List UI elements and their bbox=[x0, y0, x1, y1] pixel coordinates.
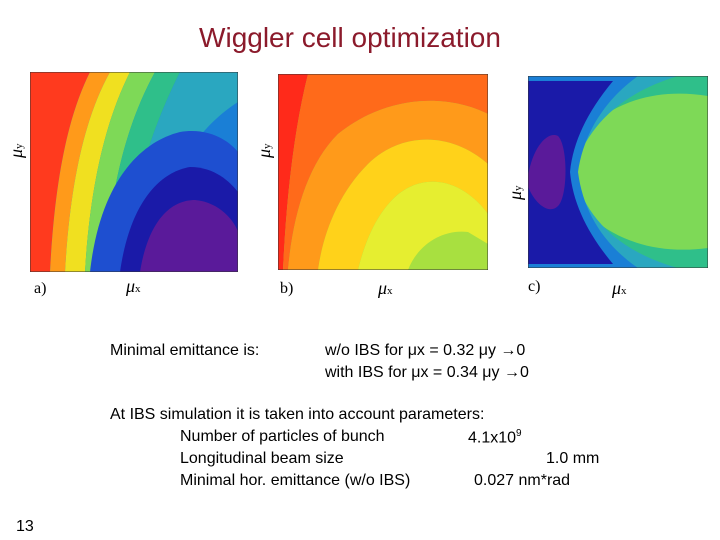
param-value-3: 0.027 nm*rad bbox=[474, 472, 571, 489]
page-number: 13 bbox=[16, 518, 34, 535]
panel-label-c: c) bbox=[528, 278, 541, 295]
result-line-1: w/o IBS for μx = 0.32 μy →0 bbox=[325, 342, 526, 359]
param-value-1: 4.1x109 bbox=[468, 428, 522, 447]
contour-plot-c bbox=[528, 76, 708, 268]
panel-label-a: a) bbox=[34, 280, 47, 297]
y-axis-label-b: μy bbox=[254, 143, 274, 158]
param-name-1: Number of particles of bunch bbox=[180, 428, 385, 445]
params-intro: At IBS simulation it is taken into accou… bbox=[110, 406, 485, 423]
param-name-2: Longitudinal beam size bbox=[180, 450, 344, 467]
y-axis-label-c: μy bbox=[505, 185, 525, 200]
result-heading: Minimal emittance is: bbox=[110, 342, 260, 359]
x-axis-label-a: μx bbox=[126, 276, 141, 296]
contour-plot-b bbox=[278, 74, 488, 270]
param-value-2: 1.0 mm bbox=[546, 450, 600, 467]
param-name-3: Minimal hor. emittance (w/o IBS) bbox=[180, 472, 411, 489]
contour-plot-a bbox=[30, 72, 238, 272]
panel-label-b: b) bbox=[280, 280, 294, 297]
slide-title: Wiggler cell optimization bbox=[199, 22, 501, 53]
result-line-2: with IBS for μx = 0.34 μy →0 bbox=[325, 364, 529, 381]
y-axis-label-a: μy bbox=[6, 143, 26, 158]
x-axis-label-c: μx bbox=[612, 278, 627, 298]
x-axis-label-b: μx bbox=[378, 278, 393, 298]
